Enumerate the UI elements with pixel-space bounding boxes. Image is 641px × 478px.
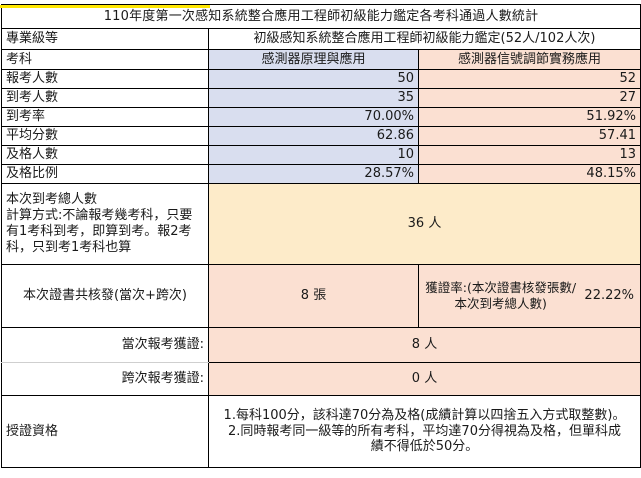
table-row: 到考人數 35 27 bbox=[1, 88, 641, 108]
subject-column-b-header: 感測器信號調節實務應用 bbox=[418, 49, 641, 70]
cross-session-label: 跨次報考獲證: bbox=[1, 362, 209, 396]
selection-marker bbox=[0, 5, 210, 8]
row-value-b: 13 bbox=[418, 145, 641, 165]
table-title-row: 110年度第一次感知系統整合應用工程師初級能力鑑定各考科通過人數統計 bbox=[1, 4, 641, 29]
row-label: 平均分數 bbox=[1, 126, 209, 146]
certificate-rate-cell: 獲證率:(本次證書核發張數/本次到考總人數) 22.22% bbox=[418, 264, 641, 328]
row-value-a: 62.86 bbox=[208, 126, 419, 146]
row-value-a: 70.00% bbox=[208, 107, 419, 127]
subject-column-a-header: 感測器原理與應用 bbox=[208, 49, 419, 70]
certificate-rate-label: 獲證率:(本次證書核發張數/本次到考總人數) bbox=[425, 279, 577, 311]
qualification-label: 授證資格 bbox=[1, 395, 209, 468]
certificates-issued-value: 8 張 bbox=[208, 264, 419, 328]
total-attendance-label-line1: 本次到考總人數 bbox=[6, 192, 98, 208]
page-title: 110年度第一次感知系統整合應用工程師初級能力鑑定各考科通過人數統計 bbox=[1, 4, 641, 29]
certificates-issued-label: 本次證書共核發(當次+跨次) bbox=[1, 264, 209, 328]
row-label: 報考人數 bbox=[1, 69, 209, 89]
table-row: 報考人數 50 52 bbox=[1, 69, 641, 89]
row-value-a: 10 bbox=[208, 145, 419, 165]
row-label: 及格人數 bbox=[1, 145, 209, 165]
same-session-row: 當次報考獲證: 8 人 bbox=[1, 327, 641, 363]
row-label: 及格比例 bbox=[1, 164, 209, 184]
row-label: 到考人數 bbox=[1, 88, 209, 108]
table-row: 及格比例 28.57% 48.15% bbox=[1, 164, 641, 184]
qualification-line-3: 績不得低於50分。 bbox=[370, 439, 479, 455]
row-value-a: 28.57% bbox=[208, 164, 419, 184]
qualification-line-2: 2.同時報考同一級等的所有考科，平均達70分得視為及格，但單科成 bbox=[228, 423, 621, 439]
level-value: 初級感知系統整合應用工程師初級能力鑑定(52人/102人次) bbox=[208, 28, 641, 50]
row-value-b: 57.41 bbox=[418, 126, 641, 146]
table-row: 到考率 70.00% 51.92% bbox=[1, 107, 641, 127]
subject-header-row: 考科 感測器原理與應用 感測器信號調節實務應用 bbox=[1, 49, 641, 70]
row-value-b: 52 bbox=[418, 69, 641, 89]
total-attendance-label: 本次到考總人數 計算方式:不論報考幾考科，只要有1考科到考，即算到考。報2考科，… bbox=[1, 183, 209, 265]
certificates-issued-row: 本次證書共核發(當次+跨次) 8 張 獲證率:(本次證書核發張數/本次到考總人數… bbox=[1, 264, 641, 328]
total-attendance-label-line2: 計算方式:不論報考幾考科，只要有1考科到考，即算到考。報2考科，只到考1考科也算 bbox=[6, 208, 193, 255]
total-attendance-row: 本次到考總人數 計算方式:不論報考幾考科，只要有1考科到考，即算到考。報2考科，… bbox=[1, 183, 641, 265]
row-value-b: 27 bbox=[418, 88, 641, 108]
certificate-rate-value: 22.22% bbox=[584, 288, 634, 304]
level-label: 專業級等 bbox=[1, 28, 209, 50]
row-value-b: 51.92% bbox=[418, 107, 641, 127]
qualification-line-1: 1.每科100分，該科達70分為及格(成績計算以四捨五入方式取整數)。 bbox=[223, 407, 626, 423]
table-row: 及格人數 10 13 bbox=[1, 145, 641, 165]
spreadsheet-sheet: 110年度第一次感知系統整合應用工程師初級能力鑑定各考科通過人數統計 專業級等 … bbox=[0, 4, 641, 478]
row-value-a: 35 bbox=[208, 88, 419, 108]
subject-label: 考科 bbox=[1, 49, 209, 70]
same-session-label: 當次報考獲證: bbox=[1, 327, 209, 363]
table-row: 平均分數 62.86 57.41 bbox=[1, 126, 641, 146]
statistics-table: 110年度第一次感知系統整合應用工程師初級能力鑑定各考科通過人數統計 專業級等 … bbox=[1, 4, 641, 468]
cross-session-row: 跨次報考獲證: 0 人 bbox=[1, 362, 641, 396]
row-label: 到考率 bbox=[1, 107, 209, 127]
row-value-b: 48.15% bbox=[418, 164, 641, 184]
total-attendance-value: 36 人 bbox=[208, 183, 641, 265]
qualification-row: 授證資格 1.每科100分，該科達70分為及格(成績計算以四捨五入方式取整數)。… bbox=[1, 395, 641, 468]
qualification-text: 1.每科100分，該科達70分為及格(成績計算以四捨五入方式取整數)。 2.同時… bbox=[208, 395, 641, 468]
level-row: 專業級等 初級感知系統整合應用工程師初級能力鑑定(52人/102人次) bbox=[1, 28, 641, 50]
row-value-a: 50 bbox=[208, 69, 419, 89]
cross-session-value: 0 人 bbox=[208, 362, 641, 396]
same-session-value: 8 人 bbox=[208, 327, 641, 363]
